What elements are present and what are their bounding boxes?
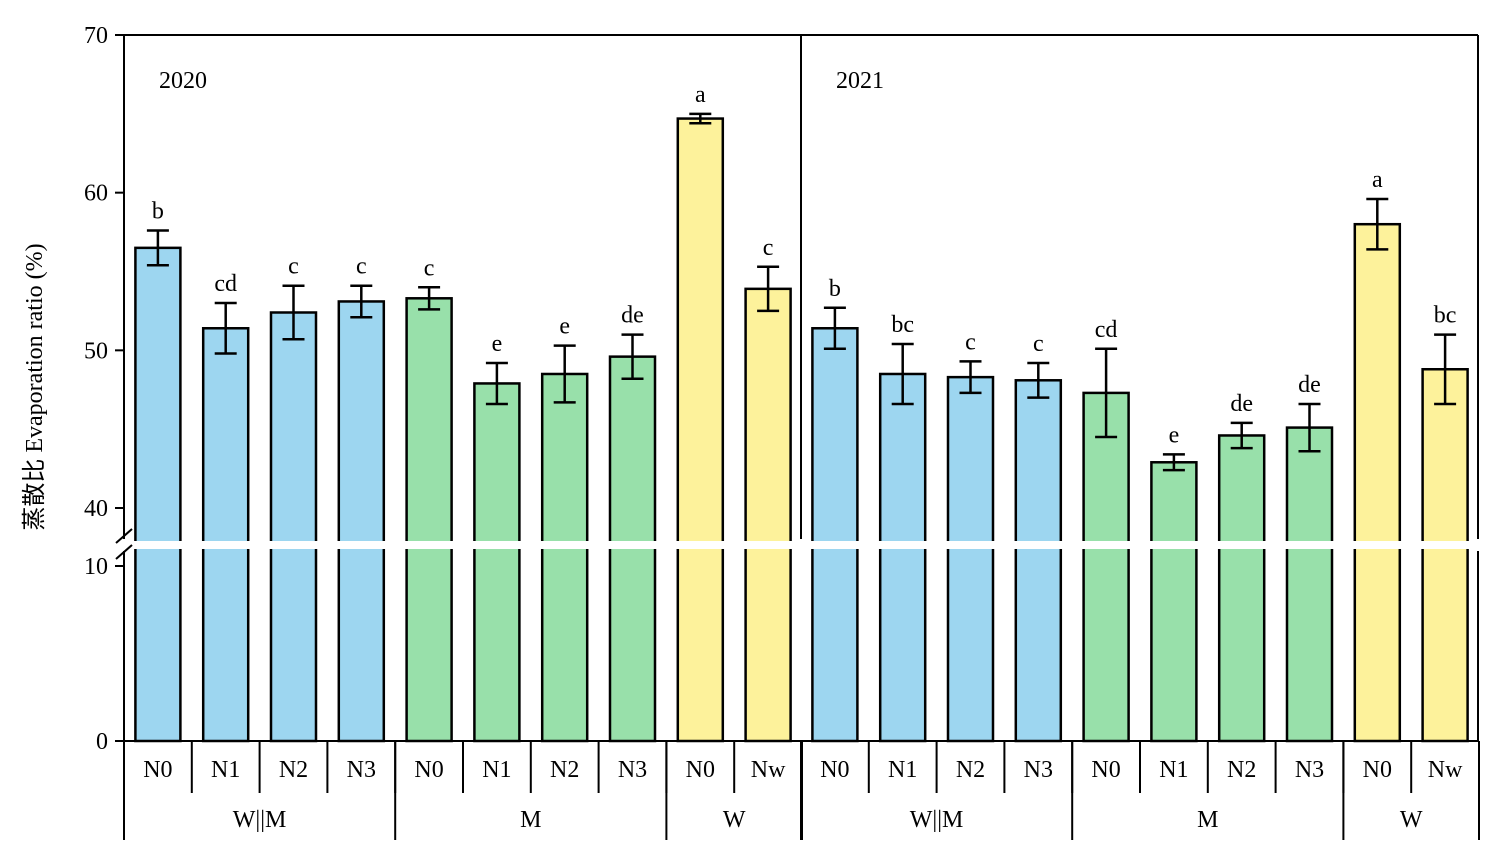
significance-letter: b: [829, 276, 841, 302]
x-tick-label: N2: [956, 757, 985, 783]
significance-letter: a: [695, 82, 706, 108]
bar: [405, 297, 453, 743]
bar: [201, 327, 250, 743]
bar: [134, 246, 182, 743]
x-tick-label: N0: [686, 757, 715, 783]
x-tick-label: N3: [1024, 757, 1053, 783]
bar: [1285, 426, 1334, 743]
axis-break-gap: [112, 541, 1482, 549]
x-tick-label: N2: [1227, 757, 1256, 783]
bar: [1421, 368, 1469, 743]
x-tick-label: N0: [414, 757, 443, 783]
y-tick-label: 60: [84, 181, 108, 207]
bar: [878, 372, 927, 743]
chart-marks: bN0cdN1cN2cN3W||McN0eN1eN2deN3MaN0cNwW20…: [84, 23, 1482, 840]
y-tick-label: 40: [84, 496, 108, 522]
x-tick-label: N1: [211, 757, 240, 783]
bar: [946, 375, 995, 743]
x-tick-label: N1: [1159, 757, 1188, 783]
x-tick-label: Nw: [751, 757, 786, 783]
significance-letter: cd: [1095, 317, 1118, 343]
significance-letter: e: [1169, 422, 1180, 448]
x-tick-label: N3: [618, 757, 647, 783]
group-label: W||M: [910, 807, 964, 833]
significance-letter: de: [1298, 372, 1321, 398]
y-tick-label: 50: [84, 338, 108, 364]
bar: [540, 372, 589, 743]
bar: [1082, 391, 1130, 743]
bar: [1353, 222, 1402, 743]
significance-letter: c: [288, 254, 299, 280]
bar: [269, 311, 318, 743]
group-label: W||M: [233, 807, 287, 833]
significance-letter: c: [965, 329, 976, 355]
y-tick-label: 0: [96, 729, 108, 755]
significance-letter: cd: [214, 271, 237, 297]
break-mark-upper: [115, 528, 133, 544]
x-tick-label: N3: [1295, 757, 1324, 783]
significance-letter: de: [621, 303, 644, 329]
significance-letter: e: [559, 314, 570, 340]
significance-letter: bc: [1434, 303, 1457, 329]
panel-year-label: 2020: [159, 68, 207, 94]
significance-letter: c: [424, 255, 435, 281]
bar: [676, 117, 725, 743]
group-label: W: [1400, 807, 1423, 833]
x-tick-label: N2: [550, 757, 579, 783]
significance-letter: c: [763, 235, 774, 261]
significance-letter: e: [492, 331, 503, 357]
x-tick-label: N1: [888, 757, 917, 783]
group-label: M: [1197, 807, 1218, 833]
x-tick-label: Nw: [1428, 757, 1463, 783]
x-tick-label: N0: [1363, 757, 1392, 783]
significance-letter: de: [1230, 391, 1253, 417]
bar: [1150, 461, 1198, 743]
x-tick-label: N0: [1091, 757, 1120, 783]
bar: [1217, 434, 1266, 743]
significance-letter: a: [1372, 167, 1383, 193]
y-tick-label: 10: [84, 554, 108, 580]
significance-letter: bc: [891, 312, 914, 338]
break-mark-lower: [115, 544, 133, 560]
significance-letter: b: [152, 199, 164, 225]
bar: [473, 382, 521, 743]
x-tick-label: N3: [347, 757, 376, 783]
bar: [337, 300, 386, 743]
significance-letter: c: [356, 254, 367, 280]
x-tick-label: N0: [820, 757, 849, 783]
group-label: W: [723, 807, 746, 833]
y-tick-label: 70: [84, 23, 108, 49]
panel-year-label: 2021: [836, 68, 884, 94]
bar: [744, 287, 792, 743]
group-label: M: [520, 807, 541, 833]
y-axis-label: 蒸散比 Evaporation ratio (%): [21, 243, 48, 530]
x-tick-label: N2: [279, 757, 308, 783]
bar: [1014, 379, 1063, 743]
bar: [811, 327, 859, 743]
x-tick-label: N0: [143, 757, 172, 783]
significance-letter: c: [1033, 331, 1044, 357]
x-tick-label: N1: [482, 757, 511, 783]
